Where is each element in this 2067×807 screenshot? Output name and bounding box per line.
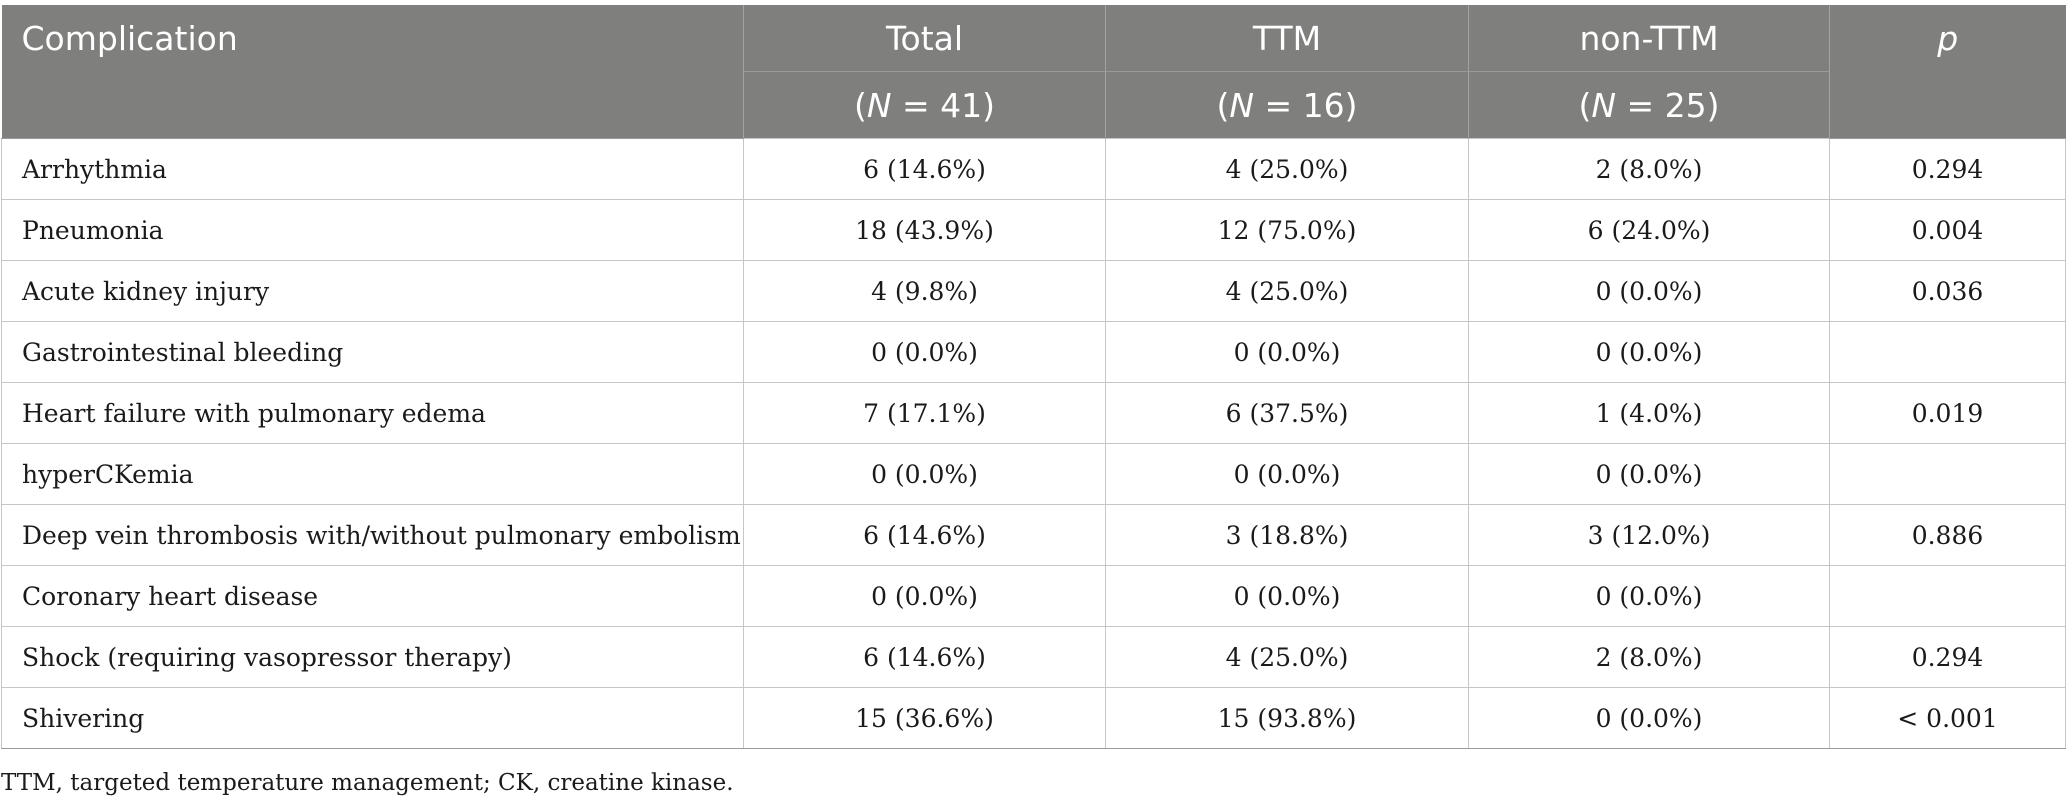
cell-non-ttm: 0 (0.0%) <box>1468 565 1830 627</box>
cell-total: 0 (0.0%) <box>743 321 1106 383</box>
cell-complication: hyperCKemia <box>1 443 744 505</box>
cell-complication: Coronary heart disease <box>1 565 744 627</box>
cell-p: 0.886 <box>1829 504 2066 566</box>
cell-p: 0.004 <box>1829 199 2066 261</box>
header-ttm-n: (N = 16) <box>1105 71 1469 139</box>
table-row: hyperCKemia 0 (0.0%) 0 (0.0%) 0 (0.0%) <box>1 443 2066 505</box>
cell-total: 6 (14.6%) <box>743 138 1106 200</box>
cell-ttm: 0 (0.0%) <box>1105 321 1469 383</box>
cell-complication: Arrhythmia <box>1 138 744 200</box>
cell-non-ttm: 0 (0.0%) <box>1468 260 1830 322</box>
cell-total: 7 (17.1%) <box>743 382 1106 444</box>
cell-p: 0.019 <box>1829 382 2066 444</box>
table-row: Pneumonia 18 (43.9%) 12 (75.0%) 6 (24.0%… <box>1 199 2066 261</box>
cell-p: < 0.001 <box>1829 687 2066 749</box>
cell-complication: Shock (requiring vasopressor therapy) <box>1 626 744 688</box>
cell-complication: Acute kidney injury <box>1 260 744 322</box>
cell-p: 0.036 <box>1829 260 2066 322</box>
cell-total: 0 (0.0%) <box>743 565 1106 627</box>
cell-total: 6 (14.6%) <box>743 626 1106 688</box>
cell-total: 18 (43.9%) <box>743 199 1106 261</box>
cell-non-ttm: 6 (24.0%) <box>1468 199 1830 261</box>
table-row: Deep vein thrombosis with/without pulmon… <box>1 504 2066 566</box>
cell-ttm: 4 (25.0%) <box>1105 138 1469 200</box>
cell-ttm: 4 (25.0%) <box>1105 260 1469 322</box>
header-ttm: TTM <box>1105 5 1469 72</box>
cell-complication: Heart failure with pulmonary edema <box>1 382 744 444</box>
table-row: Arrhythmia 6 (14.6%) 4 (25.0%) 2 (8.0%) … <box>1 138 2066 200</box>
cell-ttm: 6 (37.5%) <box>1105 382 1469 444</box>
cell-ttm: 12 (75.0%) <box>1105 199 1469 261</box>
cell-p: 0.294 <box>1829 626 2066 688</box>
cell-p <box>1829 443 2066 505</box>
complications-table: Complication Total TTM non-TTM p (N = 41… <box>1 5 2066 749</box>
table-row: Gastrointestinal bleeding 0 (0.0%) 0 (0.… <box>1 321 2066 383</box>
cell-non-ttm: 0 (0.0%) <box>1468 443 1830 505</box>
cell-non-ttm: 1 (4.0%) <box>1468 382 1830 444</box>
header-non-ttm: non-TTM <box>1468 5 1830 72</box>
cell-non-ttm: 0 (0.0%) <box>1468 321 1830 383</box>
cell-ttm: 0 (0.0%) <box>1105 565 1469 627</box>
cell-p <box>1829 321 2066 383</box>
cell-ttm: 4 (25.0%) <box>1105 626 1469 688</box>
header-total-n: (N = 41) <box>743 71 1106 139</box>
cell-total: 15 (36.6%) <box>743 687 1106 749</box>
table-header: Complication Total TTM non-TTM p (N = 41… <box>1 5 2066 139</box>
header-total: Total <box>743 5 1106 72</box>
cell-ttm: 0 (0.0%) <box>1105 443 1469 505</box>
table-row: Shock (requiring vasopressor therapy) 6 … <box>1 626 2066 688</box>
cell-non-ttm: 2 (8.0%) <box>1468 138 1830 200</box>
header-complication: Complication <box>1 5 744 139</box>
table-row: Heart failure with pulmonary edema 7 (17… <box>1 382 2066 444</box>
cell-total: 6 (14.6%) <box>743 504 1106 566</box>
cell-total: 4 (9.8%) <box>743 260 1106 322</box>
cell-ttm: 15 (93.8%) <box>1105 687 1469 749</box>
header-non-ttm-n: (N = 25) <box>1468 71 1830 139</box>
cell-non-ttm: 0 (0.0%) <box>1468 687 1830 749</box>
table-row: Acute kidney injury 4 (9.8%) 4 (25.0%) 0… <box>1 260 2066 322</box>
cell-total: 0 (0.0%) <box>743 443 1106 505</box>
table-row: Coronary heart disease 0 (0.0%) 0 (0.0%)… <box>1 565 2066 627</box>
cell-non-ttm: 2 (8.0%) <box>1468 626 1830 688</box>
header-p: p <box>1829 5 2066 139</box>
cell-complication: Shivering <box>1 687 744 749</box>
cell-complication: Pneumonia <box>1 199 744 261</box>
cell-complication: Gastrointestinal bleeding <box>1 321 744 383</box>
cell-p: 0.294 <box>1829 138 2066 200</box>
table-body: Arrhythmia 6 (14.6%) 4 (25.0%) 2 (8.0%) … <box>1 138 2066 749</box>
cell-p <box>1829 565 2066 627</box>
cell-complication: Deep vein thrombosis with/without pulmon… <box>1 504 744 566</box>
cell-ttm: 3 (18.8%) <box>1105 504 1469 566</box>
table-footnote: TTM, targeted temperature management; CK… <box>1 770 734 796</box>
cell-non-ttm: 3 (12.0%) <box>1468 504 1830 566</box>
table-row: Shivering 15 (36.6%) 15 (93.8%) 0 (0.0%)… <box>1 687 2066 749</box>
